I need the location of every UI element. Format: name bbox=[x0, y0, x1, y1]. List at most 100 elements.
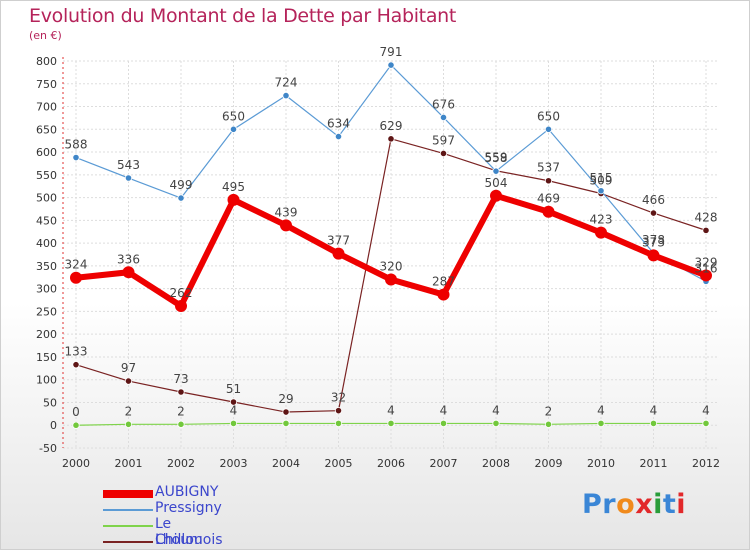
y-tick-label: 250 bbox=[36, 305, 57, 318]
le-chillou-data-label: 4 bbox=[597, 403, 605, 417]
lhoumois-point bbox=[702, 226, 710, 234]
aubigny-point bbox=[280, 219, 292, 232]
aubigny-point bbox=[227, 193, 240, 206]
logo-letter: r bbox=[602, 489, 617, 520]
lhoumois-data-label: 466 bbox=[642, 193, 665, 207]
aubigny-data-label: 320 bbox=[380, 260, 403, 274]
aubigny-data-label: 377 bbox=[327, 234, 350, 248]
pressigny-data-label: 499 bbox=[170, 178, 193, 192]
le-chillou-point bbox=[439, 419, 448, 428]
pressigny-data-label: 676 bbox=[432, 97, 455, 111]
aubigny-point bbox=[70, 271, 82, 284]
le-chillou-data-label: 0 bbox=[72, 405, 80, 419]
lhoumois-point bbox=[649, 209, 658, 217]
legend-label: AUBIGNY bbox=[155, 484, 219, 500]
proxiti-logo: Proxiti bbox=[582, 489, 686, 520]
aubigny-data-label: 423 bbox=[590, 213, 613, 227]
pressigny-point bbox=[544, 125, 553, 133]
le-chillou-data-label: 4 bbox=[650, 403, 658, 417]
aubigny-data-label: 469 bbox=[537, 192, 560, 206]
lhoumois-data-label: 629 bbox=[380, 119, 403, 133]
le-chillou-data-label: 4 bbox=[230, 403, 238, 417]
x-tick-label: 2012 bbox=[692, 457, 720, 470]
y-tick-label: 200 bbox=[36, 328, 57, 341]
pressigny-data-label: 791 bbox=[380, 45, 403, 59]
aubigny-point bbox=[700, 269, 712, 282]
le-chillou-point bbox=[282, 419, 290, 428]
le-chillou-point bbox=[544, 420, 553, 428]
lhoumois-data-label: 597 bbox=[432, 133, 455, 147]
y-tick-label: -50 bbox=[39, 442, 57, 455]
pressigny-data-label: 543 bbox=[117, 158, 140, 172]
pressigny-point bbox=[229, 125, 238, 133]
lhoumois-data-label: 509 bbox=[590, 173, 613, 187]
le-chillou-data-label: 4 bbox=[440, 403, 448, 417]
x-tick-label: 2003 bbox=[220, 457, 248, 470]
lhoumois-data-label: 97 bbox=[121, 361, 136, 375]
aubigny-data-label: 287 bbox=[432, 275, 455, 289]
aubigny-data-label: 324 bbox=[65, 258, 88, 272]
x-tick-label: 2008 bbox=[482, 457, 510, 470]
lhoumois-point bbox=[229, 398, 238, 406]
le-chillou-data-label: 2 bbox=[125, 404, 133, 418]
chart-unit-label: (en €) bbox=[29, 29, 62, 42]
lhoumois-point bbox=[439, 149, 448, 158]
le-chillou-data-label: 2 bbox=[177, 404, 185, 418]
lhoumois-point bbox=[72, 361, 80, 369]
pressigny-point bbox=[334, 132, 343, 141]
legend-label: Le Chillou bbox=[155, 516, 203, 548]
x-tick-label: 2007 bbox=[430, 457, 458, 470]
pressigny-point bbox=[282, 92, 290, 100]
logo-letter: t bbox=[662, 489, 677, 520]
aubigny-data-label: 439 bbox=[275, 205, 298, 219]
x-tick-label: 2005 bbox=[325, 457, 353, 470]
pressigny-data-label: 650 bbox=[537, 109, 560, 123]
y-tick-label: 0 bbox=[50, 419, 57, 432]
x-tick-label: 2002 bbox=[167, 457, 195, 470]
legend-swatch bbox=[103, 509, 153, 511]
aubigny-data-label: 495 bbox=[222, 180, 245, 194]
le-chillou-data-label: 4 bbox=[702, 403, 710, 417]
y-tick-label: 650 bbox=[36, 123, 57, 136]
x-tick-label: 2009 bbox=[535, 457, 563, 470]
y-tick-label: 500 bbox=[36, 192, 57, 205]
le-chillou-data-label: 2 bbox=[545, 404, 553, 418]
aubigny-point bbox=[385, 273, 397, 286]
pressigny-point bbox=[597, 187, 605, 195]
pressigny-data-label: 650 bbox=[222, 109, 245, 123]
x-tick-label: 2001 bbox=[115, 457, 143, 470]
chart-title: Evolution du Montant de la Dette par Hab… bbox=[29, 5, 457, 27]
lhoumois-point bbox=[387, 135, 395, 143]
x-tick-label: 2000 bbox=[62, 457, 90, 470]
y-tick-label: 100 bbox=[36, 374, 57, 387]
y-tick-label: 700 bbox=[36, 101, 57, 114]
pressigny-point bbox=[177, 194, 185, 202]
y-tick-label: 400 bbox=[36, 237, 57, 250]
le-chillou-point bbox=[124, 420, 133, 428]
logo-letter: i bbox=[676, 489, 687, 520]
y-tick-label: 800 bbox=[36, 55, 57, 68]
y-tick-label: 550 bbox=[36, 169, 57, 182]
aubigny-data-label: 336 bbox=[117, 252, 140, 266]
y-tick-label: 450 bbox=[36, 214, 57, 227]
lhoumois-point bbox=[177, 388, 185, 396]
lhoumois-data-label: 29 bbox=[278, 392, 293, 406]
pressigny-data-label: 378 bbox=[642, 233, 665, 247]
aubigny-point bbox=[437, 288, 450, 301]
lhoumois-point bbox=[282, 408, 290, 416]
pressigny-point bbox=[124, 174, 133, 182]
le-chillou-data-label: 4 bbox=[492, 403, 500, 417]
y-tick-label: 350 bbox=[36, 260, 57, 273]
aubigny-point bbox=[595, 226, 607, 239]
le-chillou-point bbox=[702, 419, 710, 428]
x-tick-label: 2011 bbox=[640, 457, 668, 470]
aubigny-point bbox=[490, 189, 502, 202]
pressigny-point bbox=[492, 167, 500, 175]
logo-letter: o bbox=[616, 489, 636, 520]
lhoumois-data-label: 73 bbox=[173, 372, 188, 386]
legend-label: Lhoumois bbox=[155, 532, 223, 548]
y-tick-label: 600 bbox=[36, 146, 57, 159]
legend-label: Pressigny bbox=[155, 500, 222, 516]
